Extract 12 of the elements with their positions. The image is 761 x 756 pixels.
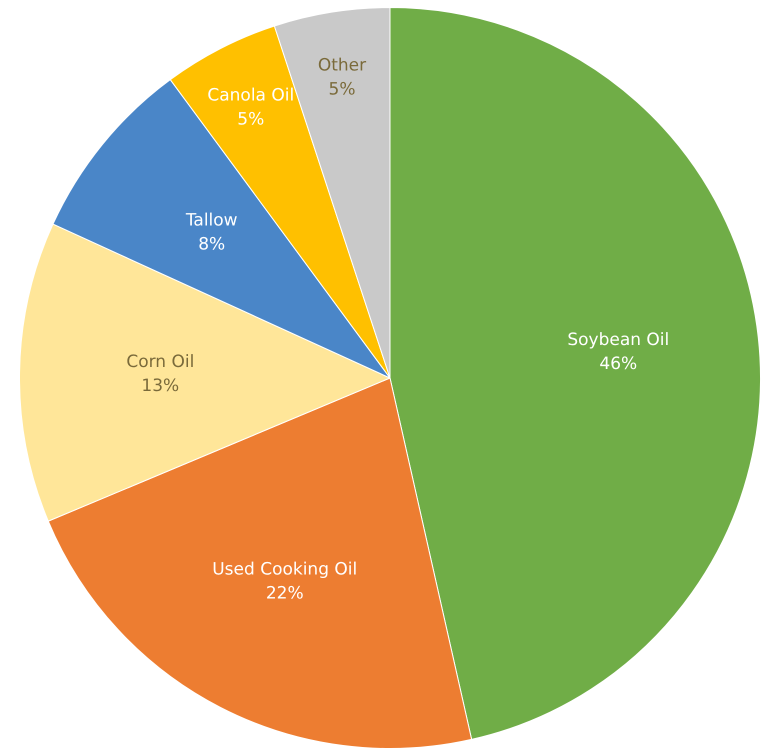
slice-label: Corn Oil — [126, 352, 194, 372]
slice-label: Tallow — [184, 210, 238, 231]
data-label: 46% — [599, 354, 638, 374]
data-label: 22% — [266, 584, 304, 604]
data-label: 5% — [237, 109, 264, 130]
slice-label: Other — [318, 55, 366, 76]
slice-label: Canola Oil — [207, 85, 294, 106]
data-label: 8% — [198, 234, 226, 255]
slice-label: Soybean Oil — [567, 330, 670, 350]
data-label: 13% — [141, 376, 180, 396]
data-label: 5% — [328, 79, 356, 100]
slice-label: Used Cooking Oil — [212, 560, 358, 580]
